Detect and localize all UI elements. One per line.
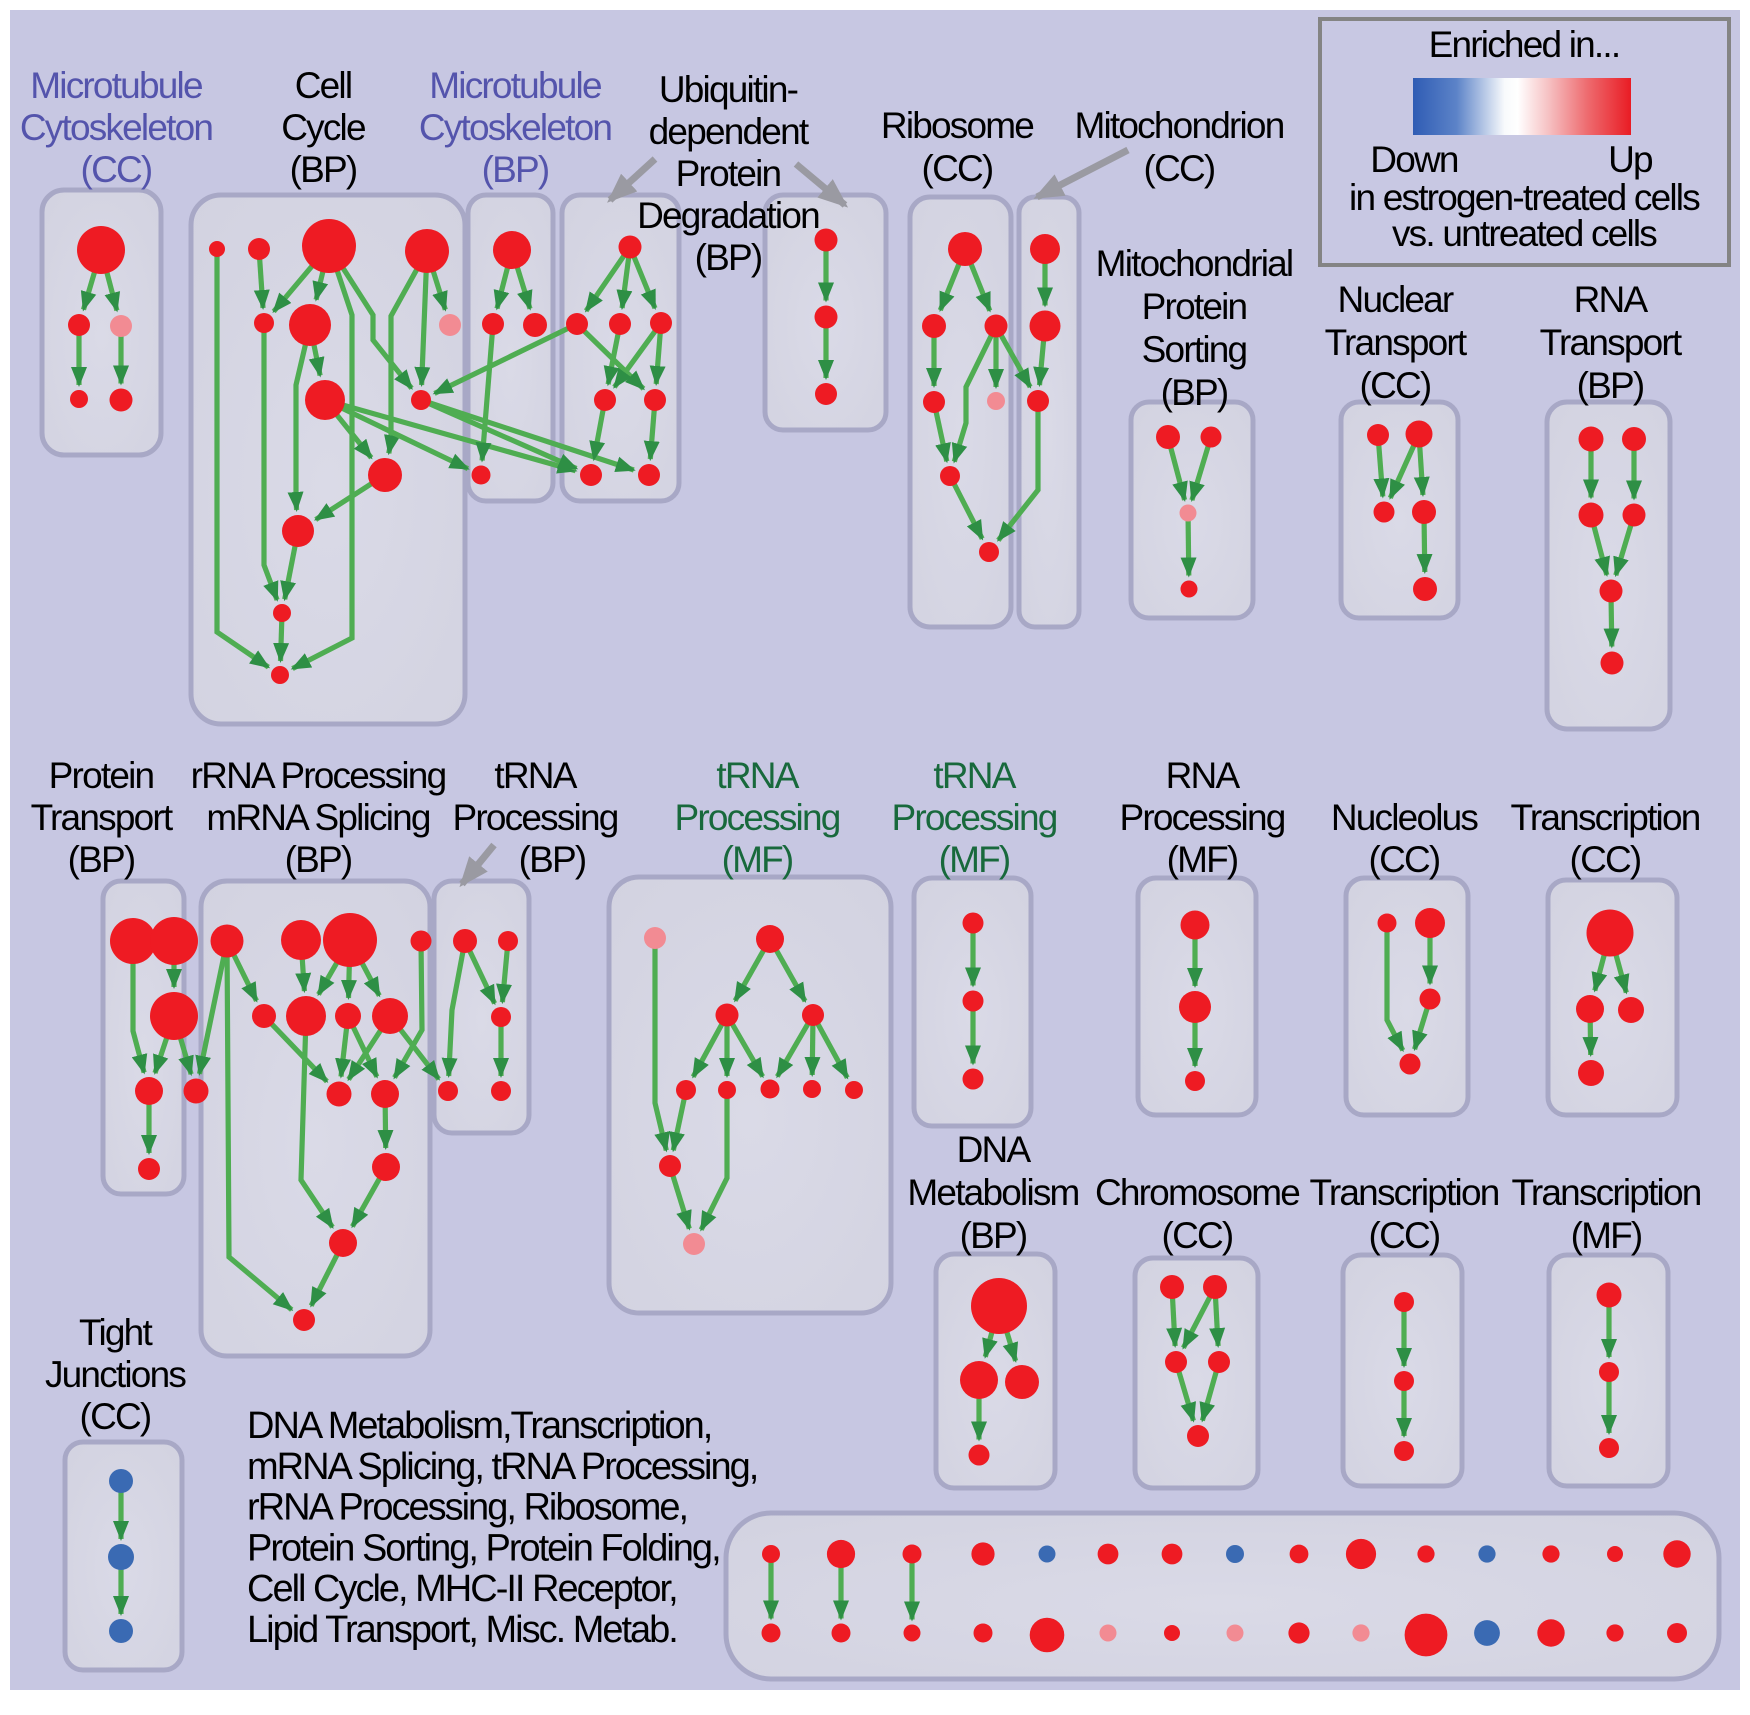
svg-text:(CC): (CC): [922, 148, 993, 189]
svg-text:DNA: DNA: [957, 1129, 1032, 1170]
svg-text:Enriched in...: Enriched in...: [1429, 24, 1620, 65]
svg-text:Transport: Transport: [1540, 322, 1683, 363]
svg-text:Cell Cycle, MHC-II Receptor,: Cell Cycle, MHC-II Receptor,: [247, 1568, 677, 1610]
svg-text:Transport: Transport: [31, 797, 174, 838]
svg-text:Microtubule: Microtubule: [30, 65, 202, 106]
svg-text:Transcription: Transcription: [1309, 1172, 1498, 1213]
svg-text:Protein: Protein: [1142, 286, 1247, 327]
svg-text:mRNA Splicing, tRNA Processing: mRNA Splicing, tRNA Processing,: [247, 1446, 757, 1488]
svg-text:vs. untreated cells: vs. untreated cells: [1392, 213, 1657, 254]
svg-text:(MF): (MF): [722, 839, 793, 880]
svg-text:Cytoskeleton: Cytoskeleton: [20, 107, 213, 148]
svg-text:(CC): (CC): [1369, 1215, 1440, 1256]
svg-text:tRNA: tRNA: [716, 755, 799, 796]
svg-text:(BP): (BP): [290, 149, 357, 190]
svg-text:(BP): (BP): [482, 149, 549, 190]
svg-text:(BP): (BP): [285, 839, 352, 880]
svg-text:(CC): (CC): [1360, 365, 1431, 406]
svg-text:Processing: Processing: [891, 797, 1056, 838]
svg-text:Mitochondrial: Mitochondrial: [1096, 243, 1293, 284]
svg-text:(CC): (CC): [1570, 839, 1641, 880]
svg-text:Transcription: Transcription: [1511, 1172, 1700, 1213]
svg-text:Cycle: Cycle: [281, 107, 365, 148]
svg-text:Junctions: Junctions: [45, 1354, 186, 1395]
svg-text:Nucleolus: Nucleolus: [1331, 797, 1479, 838]
svg-text:(BP): (BP): [519, 839, 586, 880]
svg-text:Cytoskeleton: Cytoskeleton: [419, 107, 612, 148]
svg-text:(CC): (CC): [1144, 148, 1215, 189]
svg-text:(CC): (CC): [81, 149, 152, 190]
svg-text:Tight: Tight: [79, 1312, 153, 1353]
svg-text:Processing: Processing: [674, 797, 839, 838]
svg-text:Nuclear: Nuclear: [1338, 279, 1454, 320]
svg-text:dependent: dependent: [649, 111, 810, 152]
svg-text:Chromosome: Chromosome: [1095, 1172, 1299, 1213]
svg-text:rRNA Processing, Ribosome,: rRNA Processing, Ribosome,: [247, 1487, 687, 1529]
svg-text:rRNA Processing: rRNA Processing: [191, 755, 446, 796]
svg-text:Ribosome: Ribosome: [881, 105, 1033, 146]
svg-text:Processing: Processing: [1119, 797, 1284, 838]
svg-text:Transport: Transport: [1325, 322, 1468, 363]
svg-text:Mitochondrion: Mitochondrion: [1074, 105, 1283, 146]
svg-text:RNA: RNA: [1166, 755, 1241, 796]
svg-text:Cell: Cell: [295, 65, 352, 106]
svg-text:Lipid Transport, Misc. Metab.: Lipid Transport, Misc. Metab.: [247, 1609, 677, 1651]
svg-text:Microtubule: Microtubule: [429, 65, 601, 106]
svg-text:tRNA: tRNA: [494, 755, 577, 796]
svg-text:in estrogen-treated cells: in estrogen-treated cells: [1349, 177, 1700, 218]
svg-text:(BP): (BP): [1577, 365, 1644, 406]
svg-text:Metabolism: Metabolism: [907, 1172, 1078, 1213]
svg-text:(MF): (MF): [1571, 1215, 1642, 1256]
svg-text:(BP): (BP): [1161, 372, 1228, 413]
svg-text:mRNA Splicing: mRNA Splicing: [206, 797, 430, 838]
svg-text:Transcription: Transcription: [1510, 797, 1699, 838]
svg-text:(BP): (BP): [68, 839, 135, 880]
svg-text:Down: Down: [1370, 139, 1458, 180]
svg-text:(BP): (BP): [960, 1215, 1027, 1256]
svg-text:(MF): (MF): [1167, 839, 1238, 880]
svg-text:Up: Up: [1608, 139, 1653, 180]
svg-text:(BP): (BP): [695, 237, 762, 278]
svg-text:(CC): (CC): [1369, 839, 1440, 880]
svg-text:DNA Metabolism,Transcription,: DNA Metabolism,Transcription,: [247, 1405, 711, 1447]
svg-text:RNA: RNA: [1574, 279, 1649, 320]
svg-text:Processing: Processing: [452, 797, 617, 838]
svg-text:Protein: Protein: [49, 755, 154, 796]
svg-text:Degradation: Degradation: [637, 195, 819, 236]
svg-text:Sorting: Sorting: [1142, 329, 1247, 370]
svg-text:tRNA: tRNA: [933, 755, 1016, 796]
svg-text:Protein Sorting, Protein Foldi: Protein Sorting, Protein Folding,: [247, 1527, 720, 1569]
svg-text:(MF): (MF): [939, 839, 1010, 880]
svg-text:Ubiquitin-: Ubiquitin-: [659, 69, 798, 110]
svg-text:(CC): (CC): [80, 1396, 151, 1437]
svg-text:(CC): (CC): [1162, 1215, 1233, 1256]
svg-text:Protein: Protein: [676, 153, 781, 194]
